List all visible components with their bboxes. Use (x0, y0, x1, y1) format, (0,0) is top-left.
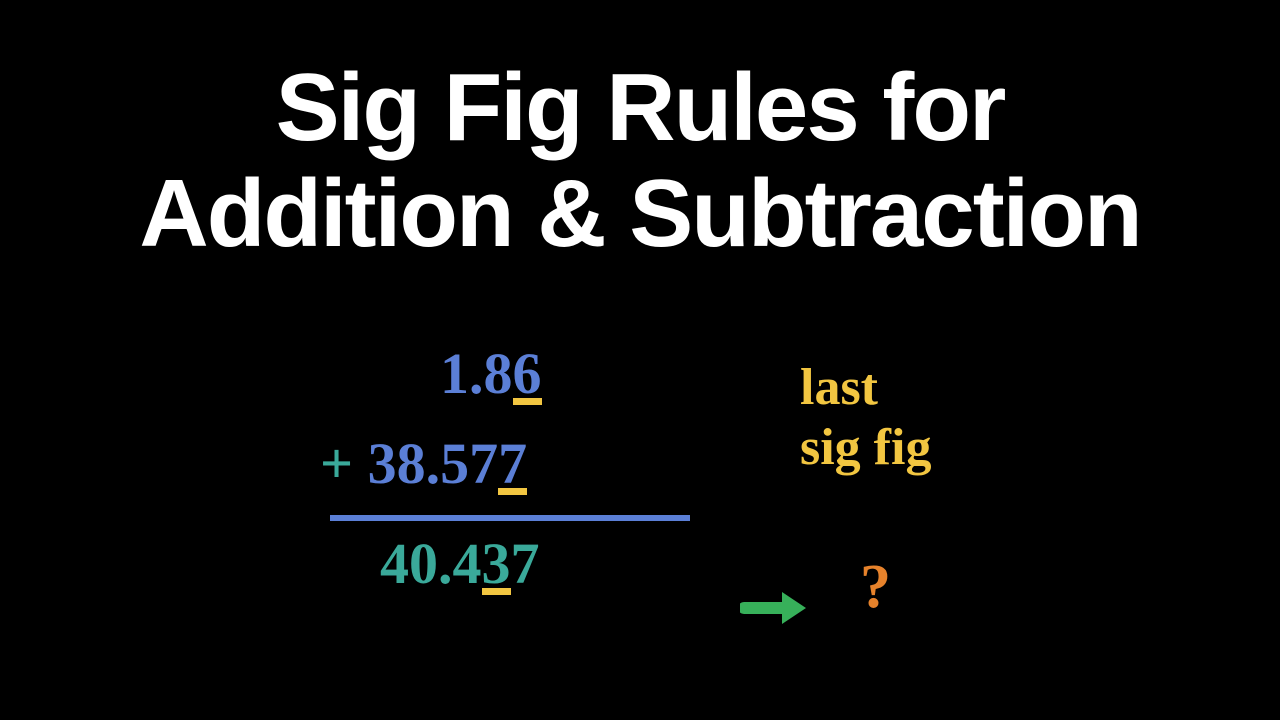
slide-title: Sig Fig Rules for Addition & Subtraction (0, 55, 1280, 266)
annotation-last-sig-fig: last sig fig (800, 358, 931, 478)
arrow-right-icon (740, 586, 810, 630)
question-mark: ? (860, 552, 891, 623)
math-line-2: + 38.577 (320, 430, 527, 497)
math-line-1: 1.86 (440, 340, 542, 407)
math-line-3-result: 40.437 (380, 530, 540, 597)
math-horizontal-rule (330, 515, 690, 521)
